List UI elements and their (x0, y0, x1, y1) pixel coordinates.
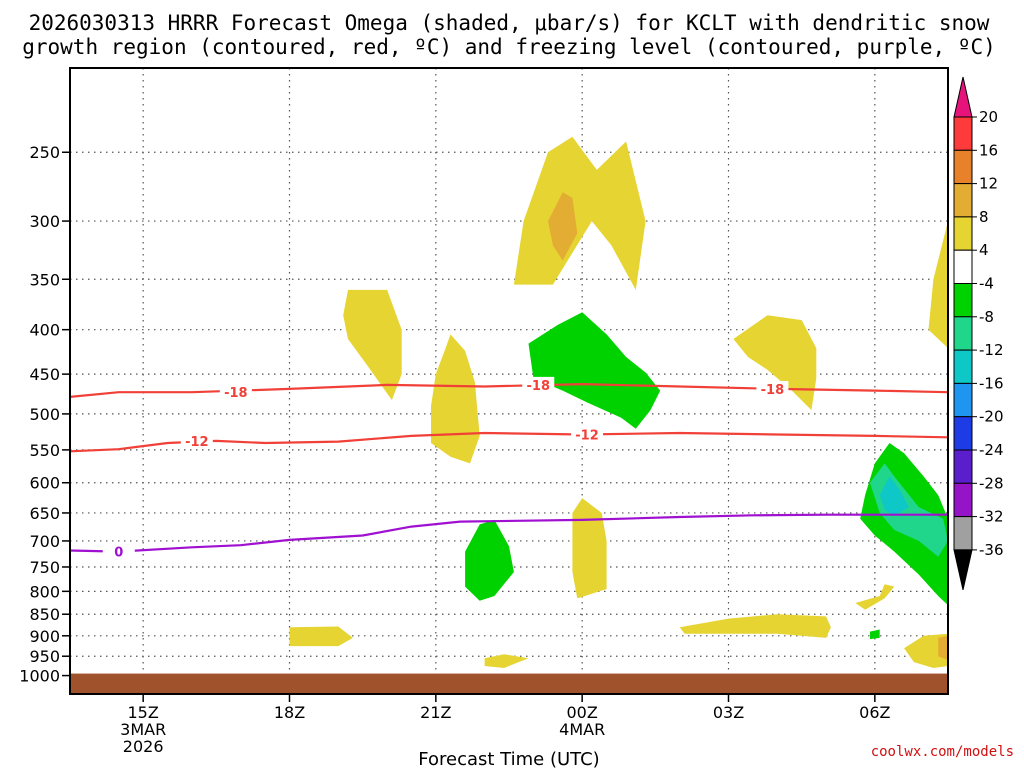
contour-label-bg (102, 543, 135, 559)
colorbar: 20 16 12 8 4 -4 -8 -12 -16 -20 -24 -28 -32 -36 (953, 76, 1004, 591)
x-tick-label: 3MAR (120, 720, 166, 739)
contour-label: 0 (114, 546, 123, 561)
omega-region (343, 289, 402, 401)
contour-labels: -18 -18 -18 -12 -12 0 (102, 376, 789, 561)
contour-line--12 (70, 431, 948, 453)
omega-region (484, 654, 529, 668)
colorbar-label: -32 (979, 508, 1004, 526)
colorbar-segment (953, 249, 973, 284)
contour-label: -18 (224, 386, 248, 401)
colorbar-label: -20 (979, 408, 1004, 426)
colorbar-segment (953, 149, 973, 185)
y-tick-label: 900 (29, 627, 60, 646)
colorbar-label: -28 (979, 474, 1004, 492)
y-tick-label: 650 (29, 504, 60, 523)
colorbar-label: 12 (979, 175, 998, 193)
omega-region (870, 629, 880, 640)
colorbar-label: 20 (979, 108, 998, 126)
contour-label: -18 (527, 379, 551, 394)
colorbar-segment (953, 283, 973, 318)
y-tick-label: 850 (29, 605, 60, 624)
x-tick-label: 15Z (128, 703, 159, 722)
omega-region (548, 192, 578, 261)
colorbar-segment (953, 116, 973, 151)
contour-label-bg (571, 426, 604, 442)
colorbar-segment (953, 416, 973, 451)
contour-label: -12 (185, 435, 209, 450)
y-tick-label: 400 (29, 321, 60, 340)
y-axis: 250 300 350 400 450 500 550 600 650 700 750 800 850 9… (19, 143, 70, 686)
x-tick-label: 18Z (274, 703, 305, 722)
colorbar-label: -8 (979, 308, 994, 326)
colorbar-segment (953, 183, 973, 218)
x-tick-label: 03Z (713, 703, 744, 722)
omega-region (513, 136, 646, 290)
contour-label-bg (180, 432, 213, 448)
colorbar-label: 8 (979, 208, 989, 226)
colorbar-label: -4 (979, 275, 994, 293)
colorbar-label: -36 (979, 541, 1004, 559)
y-tick-label: 300 (29, 212, 60, 231)
colorbar-segment (953, 516, 973, 551)
y-tick-label: 500 (29, 405, 60, 424)
colorbar-top-arrow (953, 76, 973, 118)
y-tick-label: 350 (29, 270, 60, 289)
y-tick-label: 450 (29, 365, 60, 384)
chart-title-line-2: growth region (contoured, red, ºC) and f… (22, 35, 996, 59)
omega-region (431, 334, 480, 464)
omega-region (289, 626, 353, 647)
plot-frame (69, 67, 949, 695)
colorbar-label: -12 (979, 341, 1004, 359)
colorbar-label: 16 (979, 141, 998, 159)
y-tick-label: 700 (29, 532, 60, 551)
contour-label: -12 (575, 428, 599, 443)
x-axis-title: Forecast Time (UTC) (418, 749, 599, 768)
contour-label: -18 (761, 383, 785, 398)
omega-region (572, 498, 607, 599)
omega-region (879, 476, 909, 516)
colorbar-segment (953, 449, 973, 484)
x-tick-label: 21Z (420, 703, 451, 722)
y-tick-label: 550 (29, 441, 60, 460)
contour-label-bg (219, 384, 252, 400)
y-tick-label: 250 (29, 143, 60, 162)
y-tick-label: 800 (29, 582, 60, 601)
omega-region (528, 312, 661, 429)
omega-region (679, 614, 831, 638)
x-tick-label: 2026 (123, 737, 164, 756)
colorbar-bottom-arrow (953, 549, 973, 591)
omega-region (904, 633, 948, 668)
contour-label-bg (756, 380, 789, 396)
colorbar-label: -24 (979, 441, 1004, 459)
colorbar-segment (953, 216, 973, 251)
omega-region (733, 315, 817, 411)
y-tick-label: 1000 (19, 667, 60, 686)
y-tick-label: 600 (29, 474, 60, 493)
colorbar-segment (953, 316, 973, 351)
x-tick-label: 00Z (567, 703, 598, 722)
omega-region (938, 635, 948, 661)
omega-region (928, 221, 948, 349)
x-tick-label: 06Z (859, 703, 890, 722)
omega-region (465, 519, 514, 601)
contour-line--18 (70, 382, 948, 398)
chart-title-line-1: 2026030313 HRRR Forecast Omega (shaded, … (29, 11, 990, 35)
colorbar-label: -16 (979, 374, 1004, 392)
y-tick-label: 950 (29, 647, 60, 666)
x-tick-label: 4MAR (559, 720, 605, 739)
colorbar-segment (953, 482, 973, 518)
credit-text: coolwx.com/models (871, 744, 1014, 760)
colorbar-segment (953, 382, 973, 418)
omega-region (855, 584, 895, 610)
contour-line-0 (70, 513, 948, 553)
contour-label-bg (522, 376, 555, 392)
y-tick-label: 750 (29, 558, 60, 577)
colorbar-segment (953, 349, 973, 384)
plot-area (70, 68, 948, 694)
terrain-ground (70, 673, 948, 694)
colorbar-label: 4 (979, 241, 989, 259)
